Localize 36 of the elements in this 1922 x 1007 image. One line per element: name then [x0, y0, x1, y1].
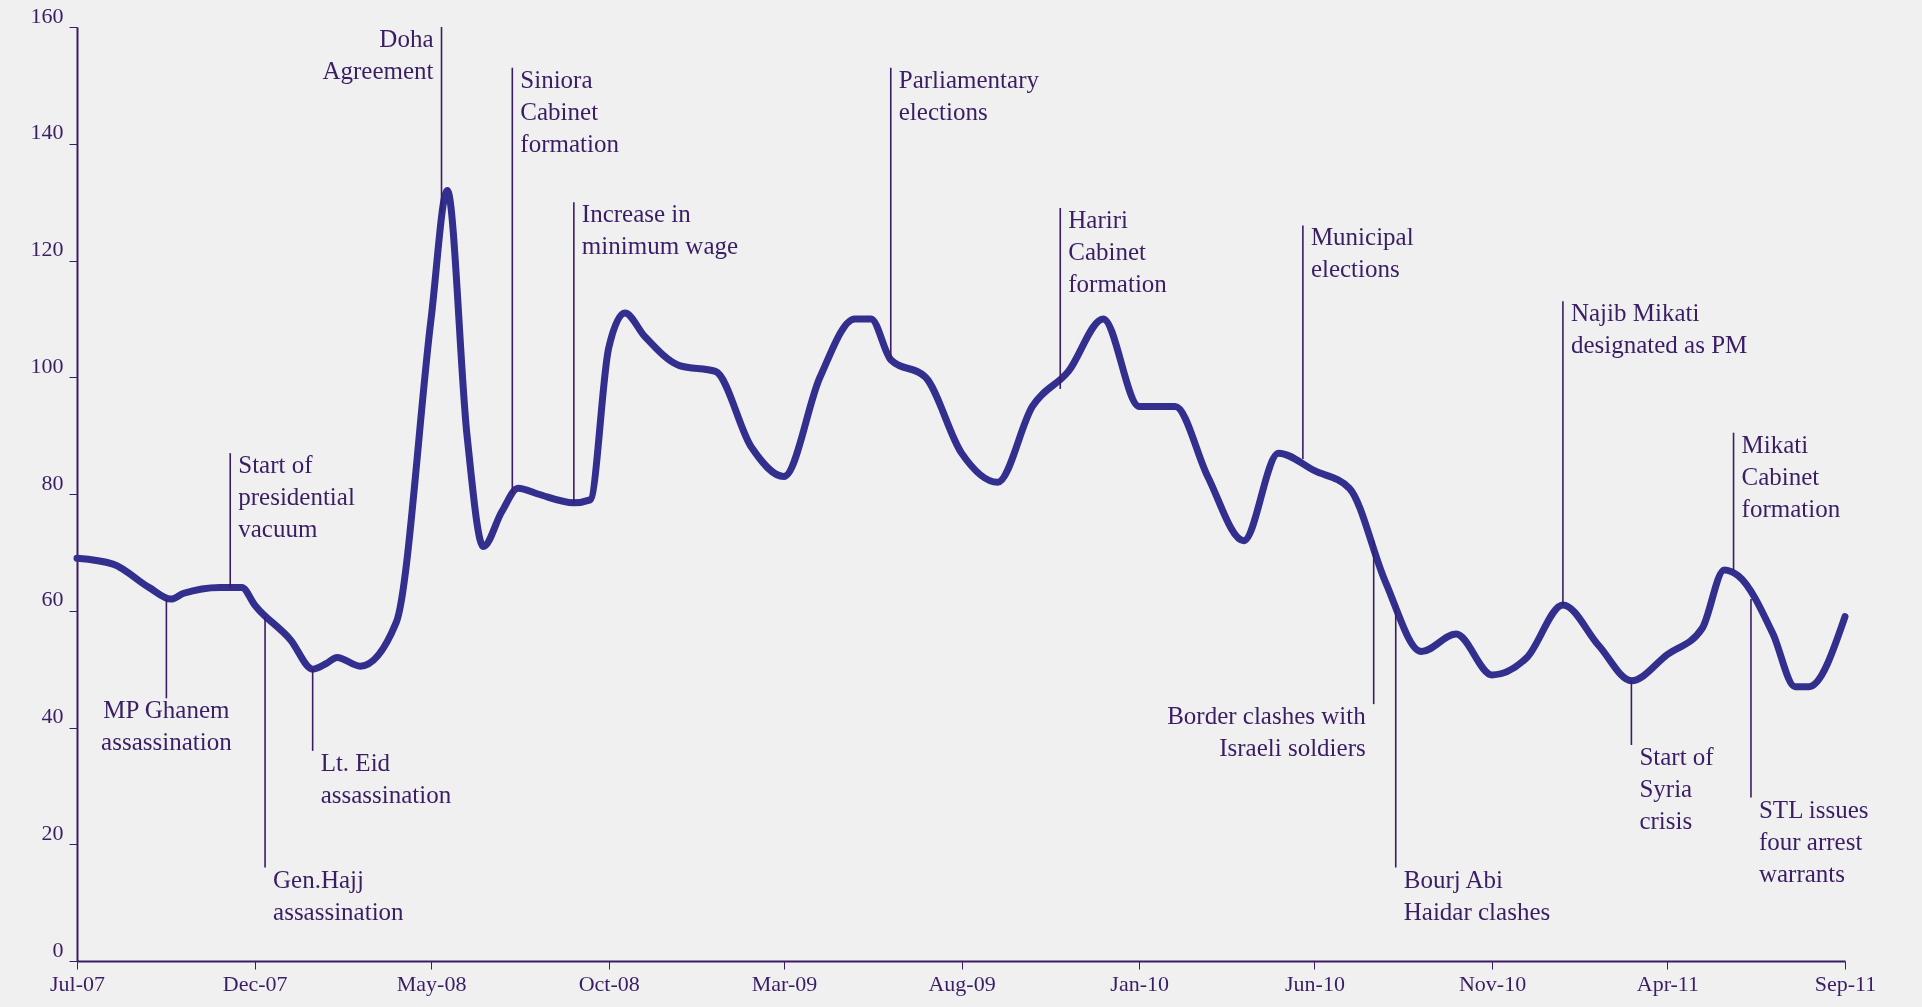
x-tick-label: May-08 [396, 970, 467, 996]
annotation: Siniora Cabinet formation [520, 65, 620, 157]
x-tick-label: Mar-09 [751, 970, 818, 996]
x-tick-label: Jan-10 [1110, 970, 1170, 996]
y-tick-label: 0 [52, 936, 64, 962]
x-tick-label: Sep-11 [1814, 970, 1877, 996]
annotation: Lt. Eid assassination [320, 748, 452, 808]
y-tick-label: 20 [41, 819, 64, 845]
annotation: Municipal elections [1310, 223, 1414, 283]
x-tick-label: Aug-09 [928, 970, 996, 996]
x-tick-label: Apr-11 [1636, 970, 1700, 996]
x-tick-label: Oct-08 [578, 970, 640, 996]
x-tick-label: Dec-07 [222, 970, 288, 996]
annotation: Start of Syria crisis [1639, 743, 1715, 835]
y-tick-label: 40 [41, 703, 64, 728]
y-tick-label: 120 [30, 236, 64, 261]
annotation: Increase in minimum wage [581, 200, 739, 260]
annotation: Gen.Hajj assassination [273, 865, 405, 925]
y-tick-label: 160 [30, 2, 64, 28]
annotation: Bourj Abi Haidar clashes [1403, 865, 1551, 925]
annotation: STL issues four arrest warrants [1758, 795, 1869, 887]
x-tick-label: Jul-07 [50, 970, 105, 996]
x-tick-label: Jun-10 [1285, 970, 1345, 996]
x-tick-label: Nov-10 [1458, 970, 1527, 996]
annotation: Border clashes with Israeli soldiers [1167, 702, 1367, 762]
annotation: Parliamentary elections [898, 65, 1040, 125]
annotation: MP Ghanem assassination [101, 696, 233, 756]
annotation: Mikati Cabinet formation [1741, 430, 1841, 522]
annotation: Hariri Cabinet formation [1068, 205, 1168, 297]
y-tick-label: 80 [41, 469, 64, 495]
annotation: Najib Mikati designated as PM [1570, 299, 1748, 359]
y-tick-label: 140 [30, 119, 64, 145]
y-tick-label: 60 [41, 586, 64, 612]
annotation: Start of presidential vacuum [238, 451, 355, 543]
y-tick-label: 100 [30, 352, 64, 378]
annotation: Doha Agreement [322, 25, 434, 84]
